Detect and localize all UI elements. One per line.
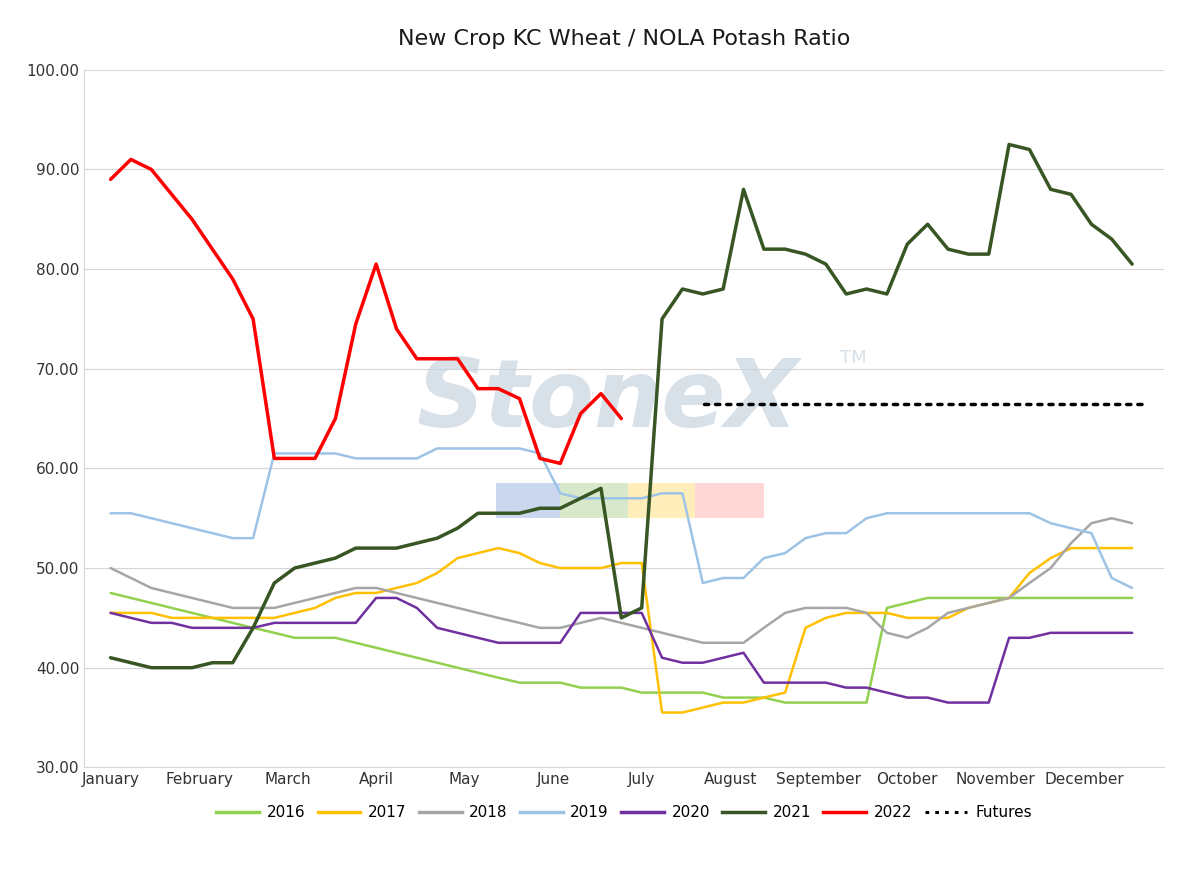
Bar xyxy=(560,483,629,518)
Bar xyxy=(695,483,764,518)
Text: StoneX: StoneX xyxy=(416,355,799,447)
Text: TM: TM xyxy=(840,349,866,367)
Bar xyxy=(629,483,695,518)
Title: New Crop KC Wheat / NOLA Potash Ratio: New Crop KC Wheat / NOLA Potash Ratio xyxy=(398,29,850,49)
Legend: 2016, 2017, 2018, 2019, 2020, 2021, 2022, Futures: 2016, 2017, 2018, 2019, 2020, 2021, 2022… xyxy=(210,799,1038,826)
Bar xyxy=(496,483,560,518)
